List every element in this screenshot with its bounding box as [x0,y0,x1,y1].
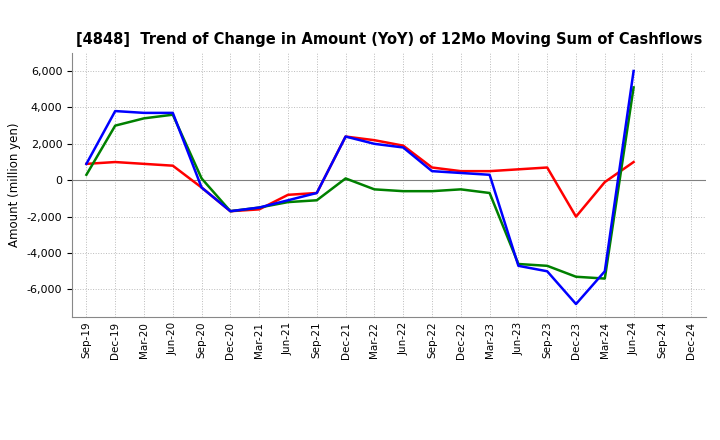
Free Cashflow [82,161,91,166]
Investing Cashflow [600,276,609,281]
Free Cashflow [168,110,177,116]
Investing Cashflow [543,263,552,268]
Line: Operating Cashflow: Operating Cashflow [86,136,634,216]
Operating Cashflow [226,209,235,214]
Investing Cashflow [140,116,148,121]
Operating Cashflow [600,180,609,185]
Investing Cashflow [197,176,206,181]
Free Cashflow [312,191,321,196]
Free Cashflow [428,169,436,174]
Free Cashflow [543,269,552,274]
Investing Cashflow [514,261,523,267]
Free Cashflow [370,141,379,147]
Investing Cashflow [456,187,465,192]
Operating Cashflow [341,134,350,139]
Investing Cashflow [341,176,350,181]
Investing Cashflow [255,205,264,210]
Free Cashflow [226,209,235,214]
Operating Cashflow [514,167,523,172]
Line: Free Cashflow: Free Cashflow [86,71,634,304]
Y-axis label: Amount (million yen): Amount (million yen) [8,123,21,247]
Operating Cashflow [111,159,120,165]
Operating Cashflow [485,169,494,174]
Operating Cashflow [255,207,264,212]
Free Cashflow [341,134,350,139]
Operating Cashflow [284,192,292,198]
Operating Cashflow [399,143,408,148]
Operating Cashflow [312,191,321,196]
Investing Cashflow [485,191,494,196]
Free Cashflow [284,198,292,203]
Operating Cashflow [543,165,552,170]
Free Cashflow [514,263,523,268]
Operating Cashflow [572,214,580,219]
Investing Cashflow [168,112,177,117]
Free Cashflow [111,108,120,114]
Investing Cashflow [428,188,436,194]
Free Cashflow [629,68,638,73]
Investing Cashflow [284,199,292,205]
Free Cashflow [399,145,408,150]
Free Cashflow [140,110,148,116]
Investing Cashflow [370,187,379,192]
Investing Cashflow [82,172,91,177]
Operating Cashflow [140,161,148,166]
Operating Cashflow [456,169,465,174]
Investing Cashflow [629,85,638,90]
Free Cashflow [485,172,494,177]
Investing Cashflow [312,198,321,203]
Investing Cashflow [226,209,235,214]
Title: [4848]  Trend of Change in Amount (YoY) of 12Mo Moving Sum of Cashflows: [4848] Trend of Change in Amount (YoY) o… [76,33,702,48]
Investing Cashflow [399,188,408,194]
Line: Investing Cashflow: Investing Cashflow [86,88,634,279]
Operating Cashflow [428,165,436,170]
Operating Cashflow [82,161,91,166]
Operating Cashflow [629,159,638,165]
Operating Cashflow [370,138,379,143]
Operating Cashflow [168,163,177,169]
Free Cashflow [600,269,609,274]
Free Cashflow [572,301,580,307]
Free Cashflow [255,205,264,210]
Investing Cashflow [111,123,120,128]
Free Cashflow [456,170,465,176]
Operating Cashflow [197,185,206,190]
Free Cashflow [197,185,206,190]
Investing Cashflow [572,274,580,279]
